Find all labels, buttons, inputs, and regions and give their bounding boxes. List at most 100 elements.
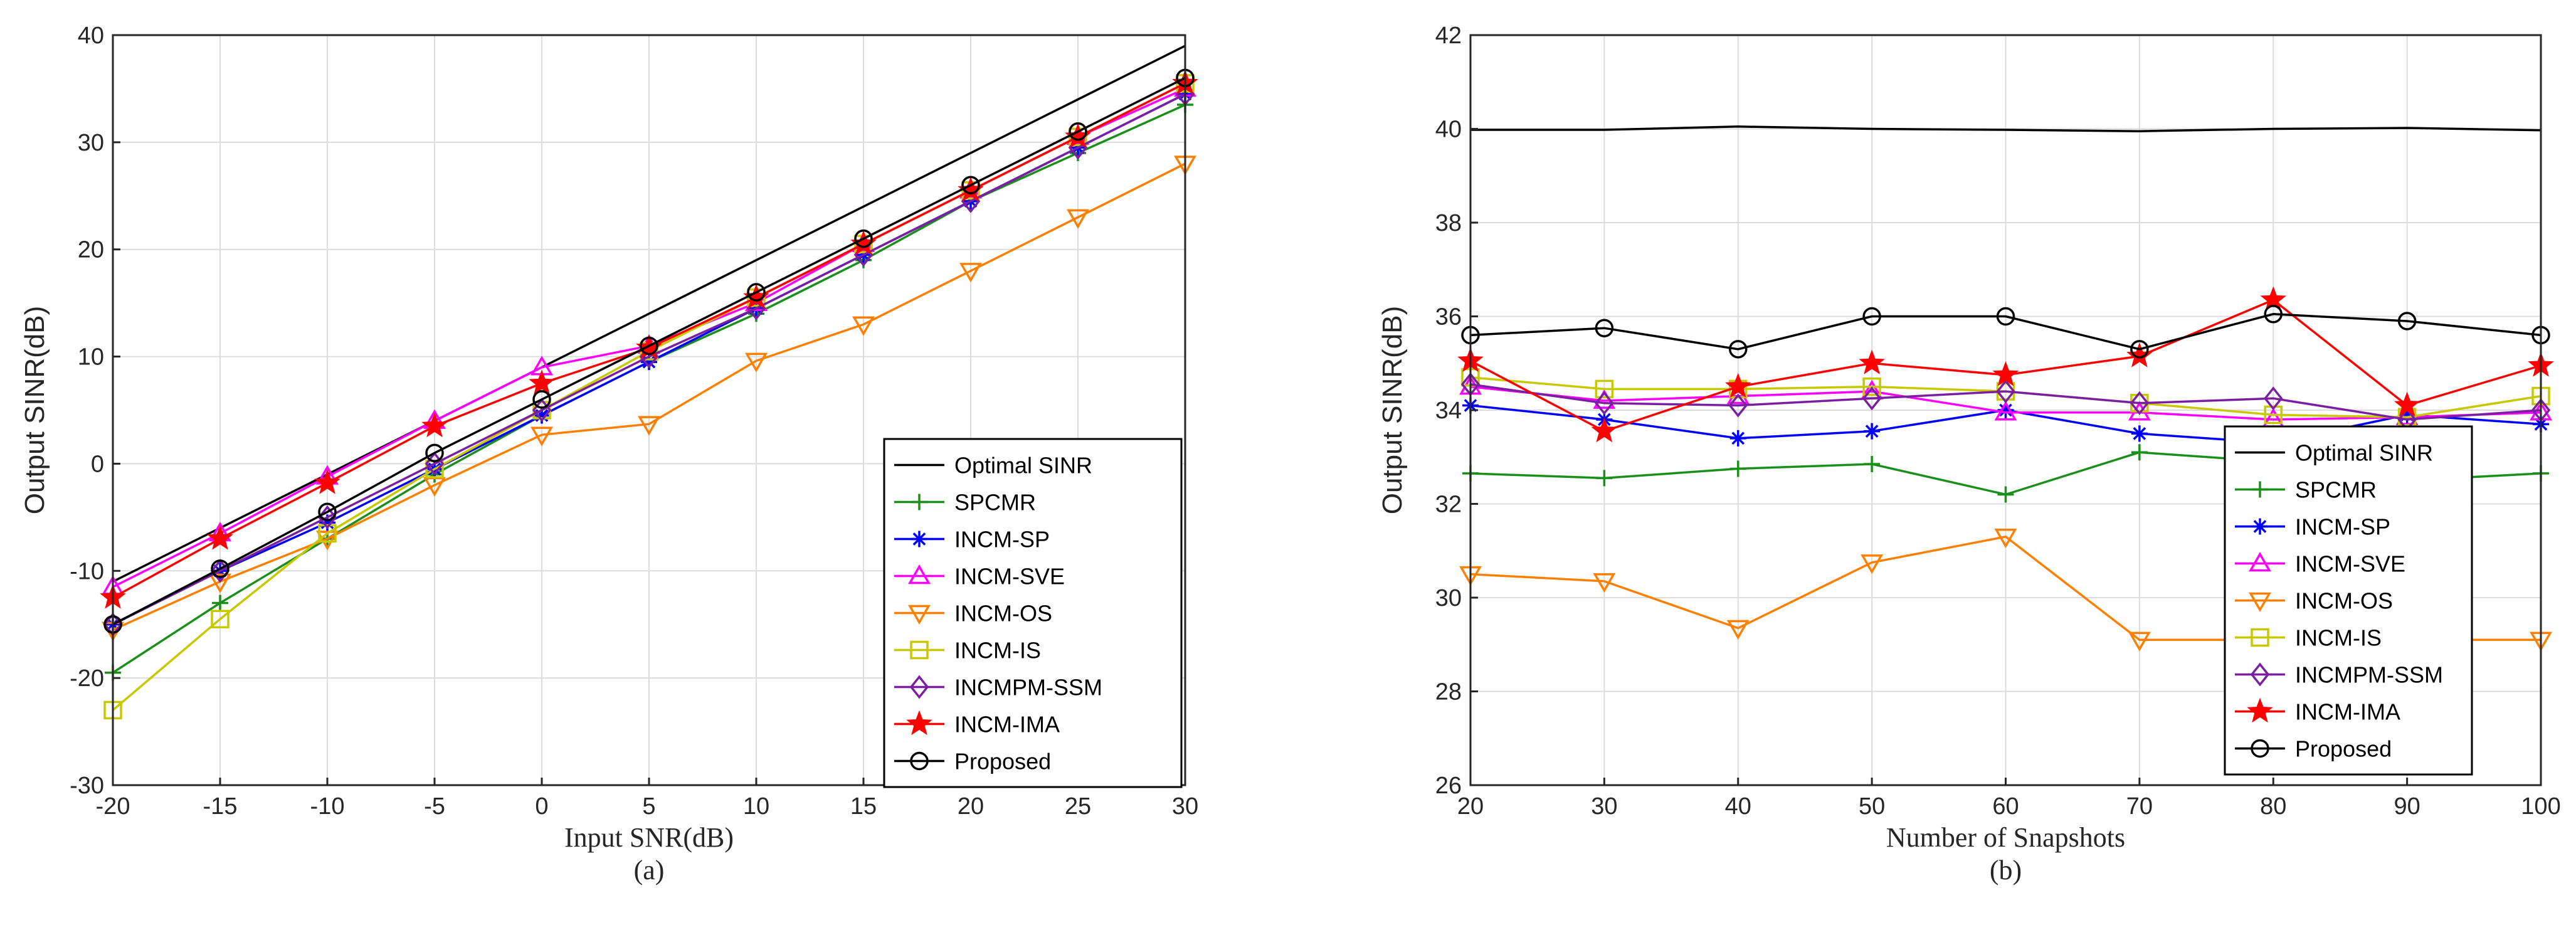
chart-b-legend-label: INCMPM-SSM [2295, 662, 2443, 688]
chart-b-point-incm-os [1861, 554, 1884, 574]
chart-b-legend-entry-proposed: Proposed [2235, 736, 2392, 762]
chart-a-legend-label: Proposed [954, 749, 1051, 774]
chart-b-legend-entry-incmpm-ssm: INCMPM-SSM [2235, 662, 2443, 688]
chart-b-legend-entry-optimal-sinr: Optimal SINR [2235, 440, 2433, 466]
chart-a-legend-entry-optimal-sinr: Optimal SINR [894, 453, 1092, 478]
chart-b-point-proposed [1729, 340, 1748, 359]
chart-a-xlabel: Input SNR(dB) [564, 822, 734, 853]
chart-a-point-proposed [961, 176, 980, 194]
chart-b-legend-entry-spcmr: SPCMR [2235, 477, 2377, 503]
chart-b-legend-marker [2249, 552, 2271, 572]
chart-a-point-incmpm-ssm [210, 559, 230, 583]
chart-a-legend-entry-incmpm-ssm: INCMPM-SSM [894, 675, 1102, 700]
chart-a-point-incm-is [211, 610, 230, 628]
chart-a-ytick-label: 20 [78, 237, 104, 263]
chart-b-xtick-label: 50 [1859, 793, 1885, 820]
chart-b-line-optimal-sinr [1470, 125, 2542, 132]
chart-b-xtick-label: 20 [1457, 793, 1484, 820]
chart-b-legend-label: INCM-IS [2295, 625, 2382, 651]
chart-b-point-incm-os [2128, 632, 2151, 652]
chart-b-xtick-label: 80 [2260, 793, 2286, 820]
chart-a-legend-marker [908, 605, 931, 625]
chart-a-ytick-label: 40 [78, 23, 104, 49]
chart-b-point-proposed [1996, 307, 2015, 326]
chart-b-point-incm-is [1862, 377, 1881, 396]
chart-b-ytick-label: 38 [1435, 210, 1462, 236]
chart-b-point-incm-sp [2399, 406, 2415, 423]
chart-a-point-incm-sp [534, 407, 550, 424]
chart-b-point-incm-sp [2131, 425, 2148, 442]
chart-b-legend-marker [2252, 518, 2268, 535]
chart-b-ytick-label: 40 [1435, 117, 1462, 143]
chart-a-xtick-label: 0 [535, 793, 548, 820]
chart-a-xtick-label: 20 [958, 793, 984, 820]
chart-b-point-spcmr [1997, 486, 2014, 503]
chart-a-series-proposed [103, 68, 1195, 634]
chart-b-point-incm-ima [1725, 373, 1751, 398]
chart-b-point-incm-is [2264, 405, 2283, 425]
chart-a-point-proposed [318, 502, 337, 522]
chart-a-point-incm-ima [421, 412, 448, 438]
chart-a-point-incm-os [638, 416, 660, 436]
chart-b-series-optimal-sinr [1470, 125, 2542, 132]
chart-b-point-spcmr [1864, 455, 1881, 472]
chart-b-point-incm-ima [1992, 361, 2019, 386]
chart-a-point-spcmr [212, 595, 228, 611]
chart-a-line-proposed [112, 77, 1186, 626]
chart-a-xtick-label: 30 [1172, 793, 1198, 820]
chart-a-legend-label: Optimal SINR [954, 453, 1092, 478]
chart-a-legend-marker [910, 751, 929, 771]
chart-a-point-incm-os [316, 531, 339, 551]
chart-a-point-proposed [1069, 122, 1087, 141]
chart-a-ytick-label: 30 [78, 130, 104, 156]
chart-a-xtick-label: 15 [850, 793, 877, 820]
chart-b-ytick-label: 30 [1435, 585, 1462, 611]
chart-a-point-incm-os [1067, 209, 1089, 229]
chart-b-legend-label: INCM-OS [2295, 588, 2393, 614]
chart-b-legend-label: Optimal SINR [2295, 440, 2433, 466]
chart-b-ytick-label: 26 [1435, 773, 1462, 799]
chart-a-legend-entry-incm-os: INCM-OS [894, 601, 1052, 626]
chart-b-legend: Optimal SINR SPCMR INCM-SP INCM-SVE INCM-OS I… [2224, 425, 2473, 776]
chart-a-ytick-label: -10 [70, 558, 104, 584]
chart-b-legend-label: INCM-SVE [2295, 551, 2405, 577]
chart-a-point-incm-os [852, 316, 875, 336]
chart-a-caption: (a) [634, 855, 665, 885]
chart-b-point-incm-sp [1997, 402, 2014, 418]
chart-b-series-incmpm-ssm [1460, 372, 2551, 432]
chart-a-legend-entry-incm-ima: INCM-IMA [894, 710, 1060, 737]
chart-b-point-incm-os [1593, 573, 1616, 593]
chart-a-legend-label: INCM-OS [954, 601, 1052, 626]
chart-a-xtick-label: 25 [1065, 793, 1091, 820]
chart-b-point-incm-sve [1994, 401, 2017, 421]
chart-b-legend-marker [2250, 662, 2270, 687]
chart-b-point-incm-os [1726, 620, 1750, 640]
chart-panel-a: -20 -15 -10 -5 0 5 10 15 20 25 30-30-20-1001020304… [19, 23, 1198, 885]
chart-b-point-incmpm-ssm [2264, 386, 2283, 411]
chart-a-legend-marker [909, 675, 929, 699]
chart-b-xtick-label: 70 [2126, 793, 2153, 820]
chart-a-xtick-label: -10 [310, 793, 345, 820]
chart-b-legend-label: SPCMR [2295, 477, 2377, 503]
chart-a-point-incm-ima [529, 369, 555, 395]
chart-b-point-spcmr [1729, 460, 1746, 477]
chart-b-point-incm-sp [1729, 430, 1746, 447]
chart-b-point-incmpm-ssm [1996, 379, 2015, 404]
chart-a-point-incm-os [531, 426, 553, 447]
chart-b-caption: (b) [1990, 855, 2022, 885]
chart-a-point-incm-sp [319, 514, 335, 531]
chart-a-point-incm-ima [207, 525, 233, 550]
chart-b-legend-entry-incm-os: INCM-OS [2235, 588, 2393, 614]
chart-a-point-proposed [640, 336, 658, 356]
chart-a-line-incm-os [112, 162, 1186, 631]
chart-b-legend-marker [2251, 739, 2269, 758]
chart-b-ytick-label: 34 [1435, 398, 1462, 424]
chart-a-point-incm-os [959, 263, 982, 283]
chart-a-legend-marker [910, 640, 929, 660]
chart-a-legend-entry-spcmr: SPCMR [894, 490, 1036, 515]
chart-b-point-proposed [1862, 307, 1881, 326]
chart-a-legend-entry-proposed: Proposed [894, 749, 1051, 774]
chart-a-legend-label: INCM-SVE [954, 564, 1065, 589]
chart-a-legend: Optimal SINR SPCMR INCM-SP INCM-SVE INCM-OS I… [883, 438, 1183, 788]
chart-b-legend-marker [2251, 628, 2269, 647]
